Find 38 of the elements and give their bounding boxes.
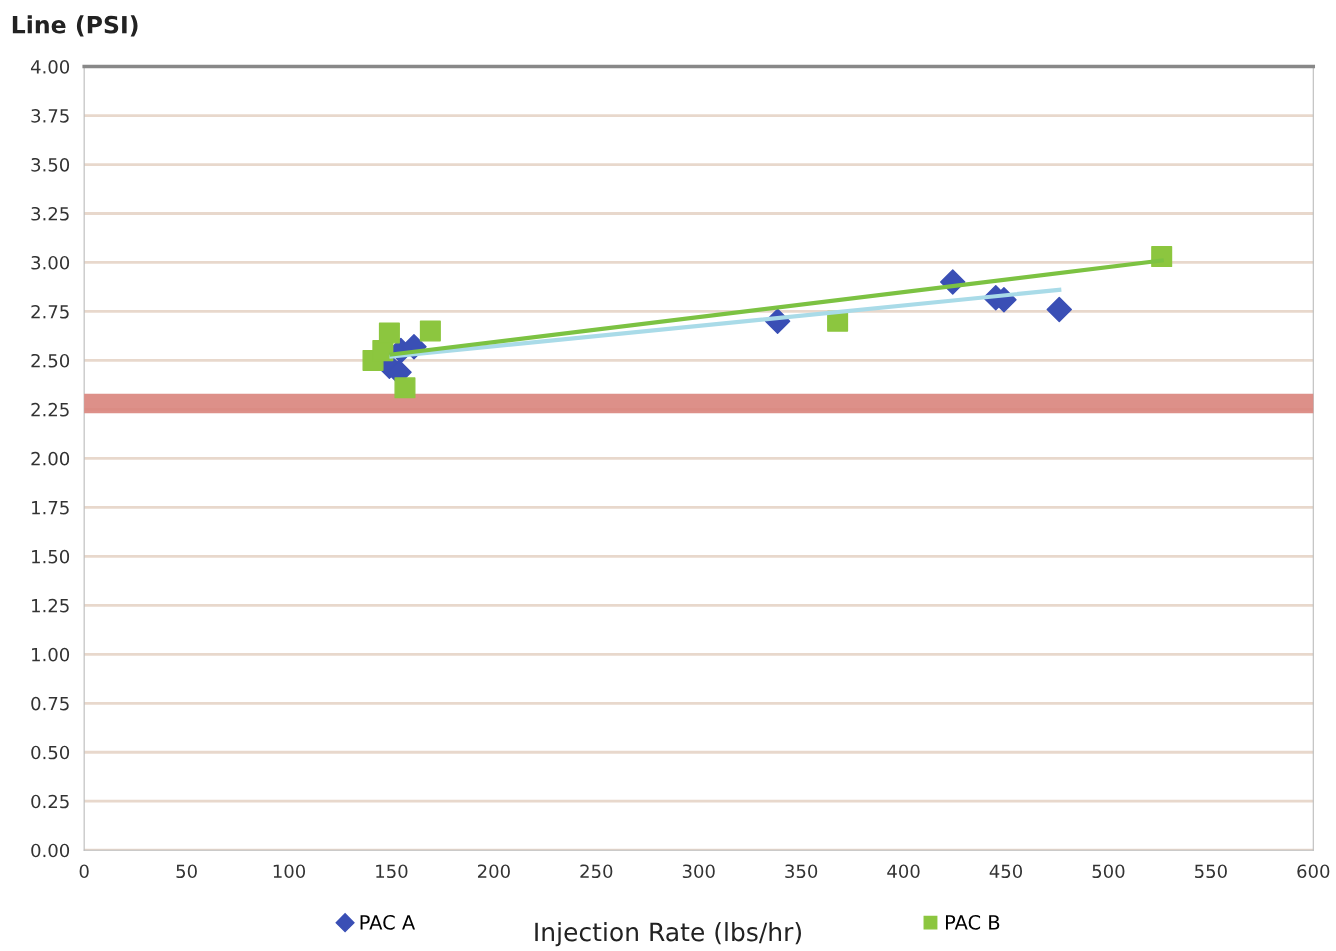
y-tick-label: 0.50 [31,745,70,760]
y-tick-label: 0.75 [31,696,69,711]
y-tick-label: 1.00 [32,647,70,662]
point [419,320,441,342]
y-tick-label: 2.50 [31,353,70,368]
x-tick-label: 300 [682,864,715,879]
point [1046,296,1072,323]
x-axis-title: Injection Rate (lbs/hr) [535,922,801,947]
legend-label: PAC B [946,915,1000,930]
x-tick-label: 150 [376,864,408,879]
y-tick-label: 2.25 [31,402,69,417]
y-tick-label: 2.75 [31,304,69,319]
y-tick-label: 0.00 [31,843,70,858]
x-tick-label: 250 [580,864,613,879]
y-tick-label: 1.25 [32,598,69,613]
point [394,377,416,399]
x-tick-label: 50 [176,864,197,879]
x-tick-label: 350 [785,864,818,879]
legend-label: PAC A [360,915,416,930]
point [378,322,400,344]
y-tick-label: 1.75 [32,501,69,515]
x-tick-label: 200 [477,864,510,879]
x-tick-label: 0 [79,864,89,879]
x-tick-label: 400 [887,864,920,879]
y-tick-label: 4.00 [30,60,70,74]
y-tick-label: 1.50 [32,549,70,564]
x-tick-label: 100 [273,864,306,879]
x-tick-label: 600 [1297,864,1330,879]
y-axis-title: Line (PSI) [12,15,138,37]
y-tick-label: 3.50 [31,157,70,172]
x-tick-label: 550 [1195,864,1227,879]
y-tick-label: 3.75 [31,109,69,123]
y-tick-label: 0.25 [31,794,69,809]
y-tick-label: 3.00 [31,255,70,270]
x-tick-label: 500 [1092,864,1125,879]
y-tick-label: 2.00 [31,451,70,466]
y-tick-label: 3.25 [31,206,69,221]
x-tick-label: 450 [989,864,1023,879]
